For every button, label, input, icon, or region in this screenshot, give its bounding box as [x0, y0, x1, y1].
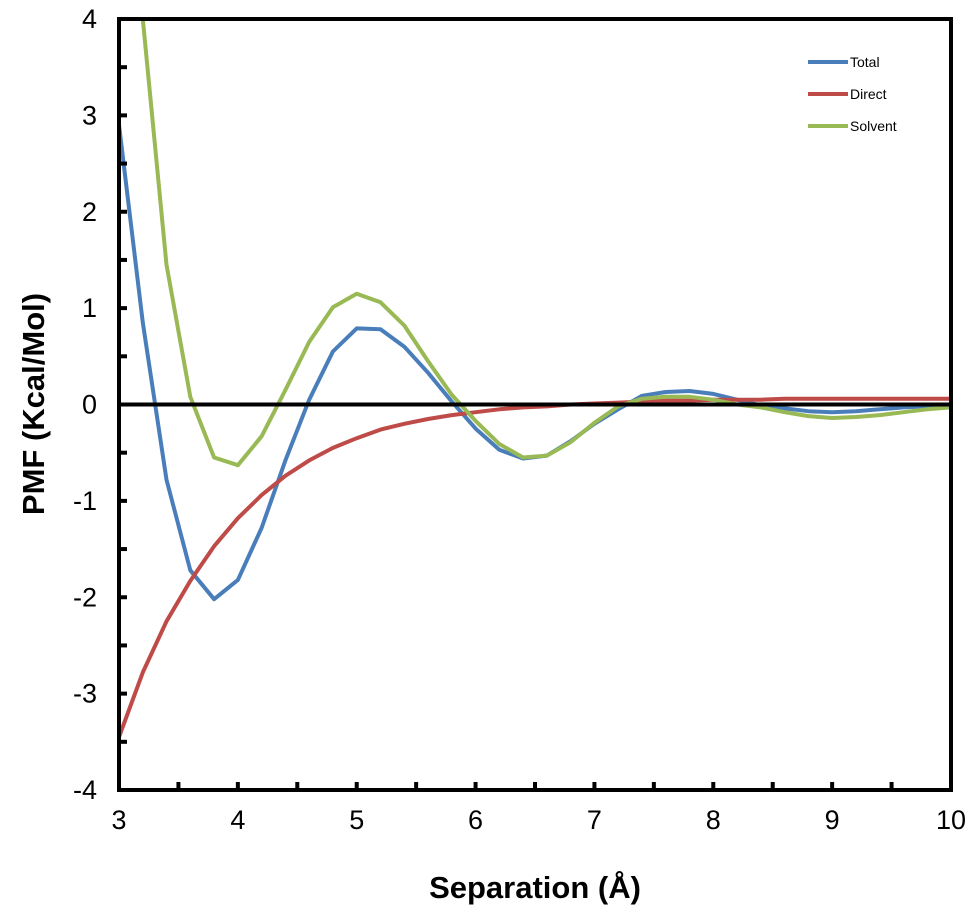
x-tick-label: 4	[230, 805, 245, 835]
x-tick-label: 7	[587, 805, 602, 835]
y-tick-label: 2	[82, 197, 97, 227]
x-tick-label: 5	[349, 805, 364, 835]
y-axis-title: PMF (Kcal/Mol)	[16, 293, 51, 515]
y-tick-label: -3	[73, 679, 97, 709]
x-tick-label: 6	[468, 805, 483, 835]
legend-label-direct: Direct	[850, 86, 887, 102]
legend-label-solvent: Solvent	[850, 118, 897, 134]
y-tick-label: 4	[82, 4, 97, 34]
x-tick-label: 9	[825, 805, 840, 835]
y-tick-label: -2	[73, 582, 97, 612]
x-axis-title: Separation (Å)	[429, 870, 641, 905]
y-tick-label: 1	[82, 293, 97, 323]
y-tick-label: 3	[82, 100, 97, 130]
x-tick-label: 10	[936, 805, 966, 835]
x-tick-label: 8	[706, 805, 721, 835]
y-tick-label: -4	[73, 775, 97, 805]
x-tick-label: 3	[111, 805, 126, 835]
y-tick-label: 0	[82, 390, 97, 420]
y-tick-label: -1	[73, 486, 97, 516]
series-line-total	[119, 125, 951, 599]
legend: Total Direct Solvent	[808, 54, 897, 134]
legend-label-total: Total	[850, 54, 880, 70]
